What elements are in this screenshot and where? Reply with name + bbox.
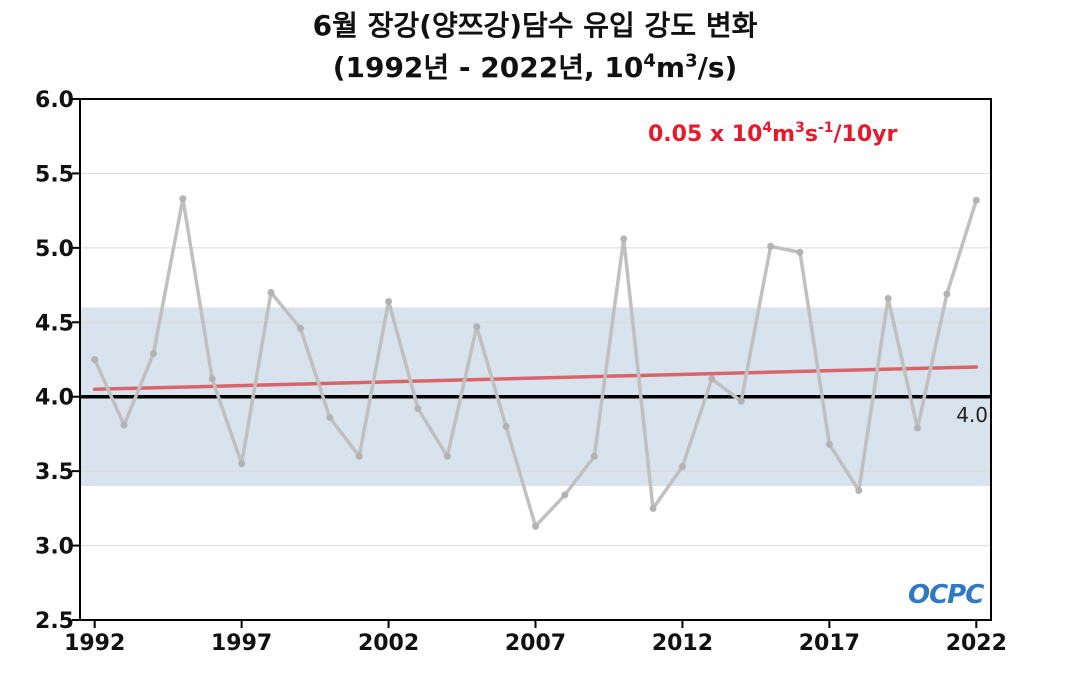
x-tick-label-2007: 2007 [505, 631, 566, 656]
data-point-2009 [590, 452, 598, 460]
data-point-1995 [179, 195, 187, 203]
data-point-1992 [91, 356, 99, 363]
series-layer [91, 195, 980, 530]
trend-line-layer [92, 365, 979, 392]
y-tick-label-5.0: 5.0 [35, 237, 74, 262]
y-tick-label-4.5: 4.5 [35, 311, 74, 336]
x-tick-label-2002: 2002 [358, 631, 419, 656]
data-point-1993 [120, 421, 128, 429]
data-point-2013 [708, 375, 716, 383]
y-tick-label-2.5: 2.5 [35, 609, 74, 634]
data-point-2016 [796, 248, 804, 256]
x-tick-label-2017: 2017 [799, 631, 860, 656]
subtitle-unit-m: m [655, 51, 686, 84]
data-point-2002 [385, 297, 393, 305]
y-tick-label-4.0: 4.0 [35, 386, 74, 411]
y-tick-label-5.5: 5.5 [35, 162, 74, 187]
subtitle-suffix: /s) [697, 51, 738, 84]
data-point-2015 [767, 242, 775, 250]
data-point-2011 [649, 504, 657, 512]
chart-title: 6월 장강(양쯔강)담수 유입 강도 변화 [312, 9, 758, 42]
data-point-2010 [620, 235, 628, 243]
data-point-1994 [149, 350, 157, 358]
data-point-2018 [855, 486, 863, 494]
subtitle-exponent-2: 3 [685, 50, 698, 72]
data-point-2005 [473, 323, 481, 331]
x-tick-label-1997: 1997 [211, 631, 272, 656]
data-point-2008 [561, 491, 569, 499]
data-point-1998 [267, 289, 275, 297]
x-tick-label-1992: 1992 [64, 631, 125, 656]
data-point-2004 [443, 452, 451, 460]
ocpc-logo: OCPC [908, 580, 984, 610]
reference-line-label: 4.0 [956, 403, 988, 427]
data-point-2014 [737, 397, 745, 405]
data-point-2006 [502, 422, 510, 430]
data-point-1999 [296, 324, 304, 332]
y-tick-label-6.0: 6.0 [35, 88, 74, 113]
data-point-2020 [914, 424, 922, 432]
trend-line [92, 365, 979, 392]
data-point-2003 [414, 405, 422, 413]
data-point-2019 [884, 294, 892, 302]
subtitle-exponent-1: 4 [643, 50, 656, 72]
x-tick-label-2012: 2012 [652, 631, 713, 656]
data-point-2001 [355, 452, 363, 460]
x-tick-label-2022: 2022 [946, 631, 1007, 656]
data-point-2012 [678, 463, 686, 471]
data-point-2022 [972, 196, 980, 204]
data-point-2021 [943, 290, 951, 298]
y-tick-label-3.0: 3.0 [35, 535, 74, 560]
data-point-2017 [825, 440, 833, 448]
data-point-1996 [208, 375, 216, 383]
data-point-2000 [326, 414, 334, 422]
y-tick-label-3.5: 3.5 [35, 460, 74, 485]
trend-label: 0.05 x 104m3s-1/10yr [648, 120, 898, 147]
chart-subtitle: (1992년 - 2022년, 104m3/s) [0, 46, 1070, 86]
data-point-1997 [238, 460, 246, 468]
data-point-2007 [532, 522, 539, 530]
subtitle-prefix: (1992년 - 2022년, 10 [332, 51, 644, 84]
